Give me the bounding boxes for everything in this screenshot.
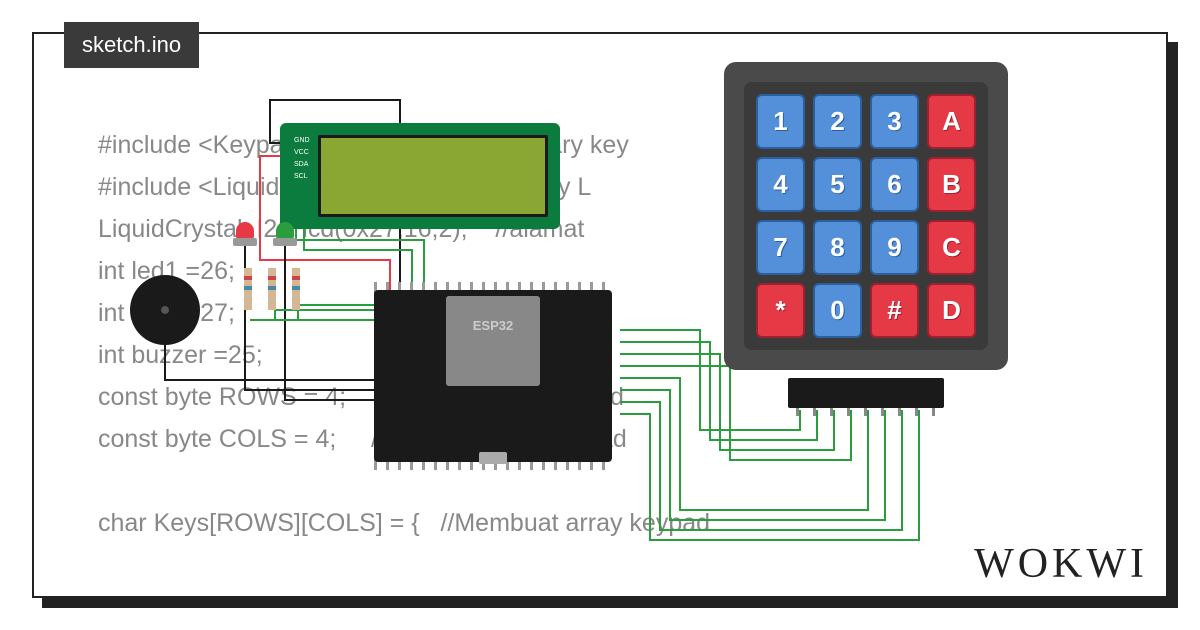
esp32-board[interactable] xyxy=(362,278,624,474)
lcd-pin-sda: SDA xyxy=(294,161,308,168)
keypad-key-0[interactable]: 0 xyxy=(813,283,862,338)
keypad-key-9[interactable]: 9 xyxy=(870,220,919,275)
keypad-key-2[interactable]: 2 xyxy=(813,94,862,149)
keypad-key-C[interactable]: C xyxy=(927,220,976,275)
resistor[interactable] xyxy=(292,268,300,310)
keypad-key-*[interactable]: * xyxy=(756,283,805,338)
keypad-key-1[interactable]: 1 xyxy=(756,94,805,149)
keypad-key-4[interactable]: 4 xyxy=(756,157,805,212)
keypad-key-B[interactable]: B xyxy=(927,157,976,212)
esp-shield xyxy=(446,296,540,386)
keypad-key-3[interactable]: 3 xyxy=(870,94,919,149)
keypad-key-7[interactable]: 7 xyxy=(756,220,805,275)
lcd-pin-scl: SCL xyxy=(294,173,308,180)
wokwi-logo: WOKWI xyxy=(974,540,1148,588)
keypad-connector xyxy=(788,378,944,408)
lcd-pin-vcc: VCC xyxy=(294,149,309,156)
esp-usb xyxy=(479,452,507,464)
keypad-key-8[interactable]: 8 xyxy=(813,220,862,275)
esp-pcb xyxy=(374,290,612,462)
keypad-key-#[interactable]: # xyxy=(870,283,919,338)
file-tab[interactable]: sketch.ino xyxy=(64,22,199,68)
led-base xyxy=(273,238,297,246)
buzzer[interactable] xyxy=(130,275,200,345)
resistor[interactable] xyxy=(268,268,276,310)
lcd-module[interactable]: GND VCC SDA SCL xyxy=(280,123,560,229)
resistor[interactable] xyxy=(244,268,252,310)
keypad-key-D[interactable]: D xyxy=(927,283,976,338)
keypad-module[interactable]: 123A 456B 789C *0#D xyxy=(724,62,1008,370)
keypad-grid: 123A 456B 789C *0#D xyxy=(744,82,988,350)
lcd-screen xyxy=(318,135,548,217)
lcd-pin-gnd: GND xyxy=(294,137,310,144)
keypad-key-5[interactable]: 5 xyxy=(813,157,862,212)
led-base xyxy=(233,238,257,246)
keypad-key-A[interactable]: A xyxy=(927,94,976,149)
keypad-key-6[interactable]: 6 xyxy=(870,157,919,212)
